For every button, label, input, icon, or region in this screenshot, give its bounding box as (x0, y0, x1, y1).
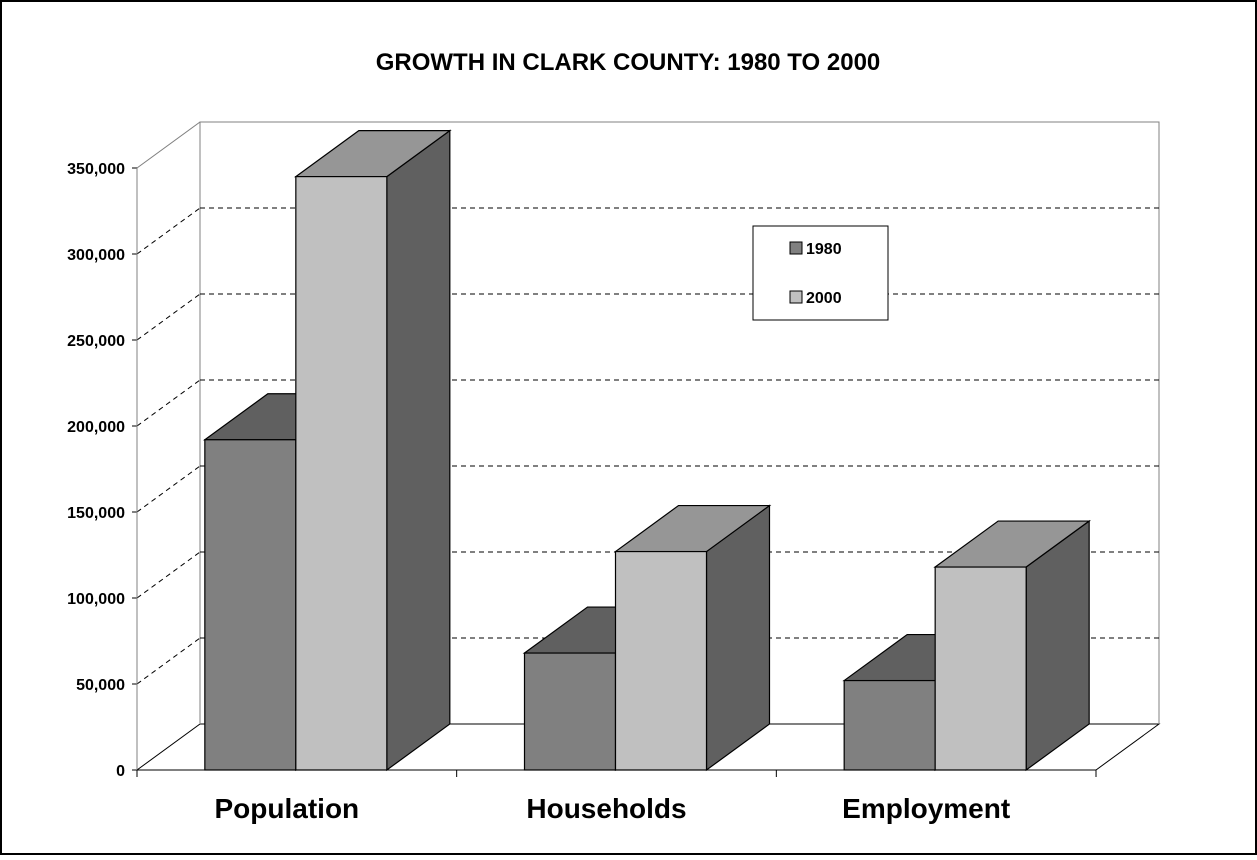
y-tick-label: 300,000 (67, 247, 125, 264)
bar-front-face (614, 550, 708, 771)
chart-title: GROWTH IN CLARK COUNTY: 1980 TO 2000 (376, 49, 881, 76)
bar-population-2000 (293, 129, 452, 772)
legend-swatch-2000 (789, 290, 803, 304)
x-category-label-households: Households (526, 793, 686, 824)
bar-side-face (386, 129, 451, 772)
gridline-side (136, 379, 201, 427)
y-tick-label: 250,000 (67, 333, 125, 350)
y-tick-label: 0 (116, 763, 125, 780)
legend: 1980 2000 (752, 225, 889, 321)
y-axis-ticks: 0 50,000 100,000 150,000 200,000 250,000 300,0… (67, 161, 138, 780)
bars (202, 129, 1092, 772)
y-tick-label: 150,000 (67, 505, 125, 522)
bar-front-face (295, 176, 388, 771)
gridline-side (136, 637, 201, 685)
x-axis-categories: Population Households Employment (136, 769, 1097, 824)
back-wall (199, 121, 1160, 724)
x-category-label-population: Population (215, 793, 360, 824)
gridline-side (136, 207, 201, 255)
legend-box (752, 225, 889, 321)
y-tick-label: 100,000 (67, 591, 125, 608)
x-category-label-employment: Employment (842, 793, 1010, 824)
bar-households-2000 (613, 504, 772, 772)
bar-front-face (204, 439, 297, 771)
bar-front-face (523, 652, 617, 771)
y-tick-label: 350,000 (67, 161, 125, 178)
bar-employment-2000 (933, 519, 1092, 772)
legend-label-2000: 2000 (806, 290, 842, 307)
gridline-side (136, 551, 201, 599)
y-tick-label: 50,000 (76, 677, 125, 694)
gridline-side (136, 293, 201, 341)
bar-front-face (843, 679, 936, 771)
bar-front-face (934, 566, 1027, 771)
gridline-side (136, 465, 201, 513)
legend-label-1980: 1980 (806, 241, 842, 258)
y-tick-label: 200,000 (67, 419, 125, 436)
legend-swatch-1980 (789, 241, 803, 255)
